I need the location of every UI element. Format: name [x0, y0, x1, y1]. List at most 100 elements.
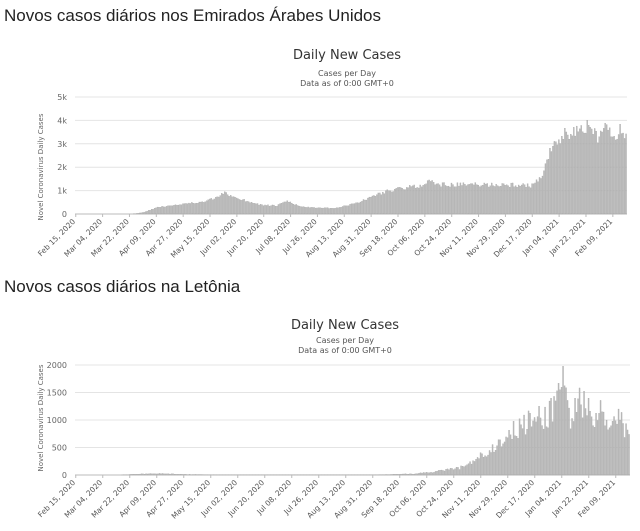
bar — [620, 412, 623, 476]
bar — [371, 195, 374, 215]
bar — [577, 131, 579, 215]
bar — [255, 203, 257, 215]
bar — [556, 390, 558, 476]
bar — [592, 134, 594, 215]
bar — [413, 184, 415, 215]
bar — [298, 205, 300, 215]
bar — [505, 436, 507, 476]
bar — [318, 207, 320, 215]
bar — [404, 189, 406, 215]
bar — [259, 204, 262, 215]
bar — [625, 423, 627, 476]
bar — [563, 385, 566, 476]
bar — [510, 182, 512, 215]
bar — [614, 139, 617, 215]
bar — [553, 141, 556, 215]
bar — [449, 468, 452, 476]
bar — [133, 474, 135, 476]
bar — [340, 207, 342, 215]
bar — [415, 187, 417, 215]
bar — [428, 179, 430, 215]
bar — [172, 473, 174, 476]
bar — [444, 185, 447, 215]
bar — [194, 203, 196, 215]
bar — [605, 124, 608, 215]
bar — [410, 473, 413, 476]
bar — [604, 425, 606, 476]
bar — [525, 186, 527, 215]
bar — [400, 473, 402, 476]
bar — [416, 187, 418, 215]
bar — [367, 197, 369, 215]
bar — [418, 187, 420, 215]
bar — [614, 420, 617, 476]
bar — [234, 197, 236, 215]
bar — [574, 397, 576, 476]
bar — [452, 469, 455, 476]
bar — [168, 205, 171, 215]
bar — [307, 206, 309, 215]
bar — [431, 180, 433, 215]
bar — [459, 182, 462, 215]
bar — [471, 183, 474, 215]
bar — [341, 206, 344, 215]
bar — [352, 203, 354, 215]
bar — [328, 208, 330, 215]
bar — [556, 144, 559, 215]
bar — [327, 207, 329, 215]
bar — [559, 143, 562, 215]
bar — [617, 134, 620, 215]
bar — [617, 408, 620, 476]
y-tick-label: 2k — [57, 163, 67, 172]
bar — [527, 410, 530, 476]
bar — [427, 472, 429, 476]
bar — [562, 139, 565, 215]
bar — [607, 429, 609, 476]
bar — [619, 419, 621, 476]
bar — [540, 178, 542, 215]
bar — [137, 474, 140, 476]
bar — [475, 459, 477, 476]
bar — [156, 206, 159, 215]
bar — [581, 417, 584, 476]
bar — [558, 139, 560, 215]
bar — [267, 204, 269, 215]
bar — [174, 204, 177, 215]
bar — [524, 434, 527, 476]
bar — [288, 202, 290, 215]
bar — [555, 141, 557, 215]
bar — [200, 201, 202, 215]
bar — [426, 180, 429, 215]
bar — [343, 205, 345, 215]
bar — [531, 183, 533, 215]
bar — [451, 468, 453, 476]
chart-subtitle-line-1: Cases per Day — [318, 69, 376, 78]
bar — [545, 426, 548, 476]
bar — [520, 184, 523, 215]
bar — [492, 185, 494, 215]
bar — [547, 159, 550, 215]
bar — [295, 204, 297, 215]
bar — [194, 474, 197, 476]
bar — [512, 421, 515, 476]
bar — [503, 183, 505, 215]
bar — [490, 452, 492, 476]
bar — [218, 196, 220, 215]
bar — [294, 204, 296, 215]
y-tick-label: 0 — [62, 471, 67, 480]
bar — [603, 128, 605, 215]
bar — [478, 458, 480, 476]
bar — [488, 450, 491, 476]
bar — [567, 134, 569, 215]
bar — [542, 428, 545, 476]
bar — [537, 181, 539, 215]
bar — [564, 128, 566, 215]
bar — [184, 474, 186, 476]
bar — [368, 196, 371, 215]
bar — [391, 191, 393, 215]
bar — [501, 183, 503, 215]
bar — [380, 194, 383, 215]
bar — [580, 125, 582, 215]
bar — [268, 205, 271, 215]
bar — [143, 211, 145, 215]
